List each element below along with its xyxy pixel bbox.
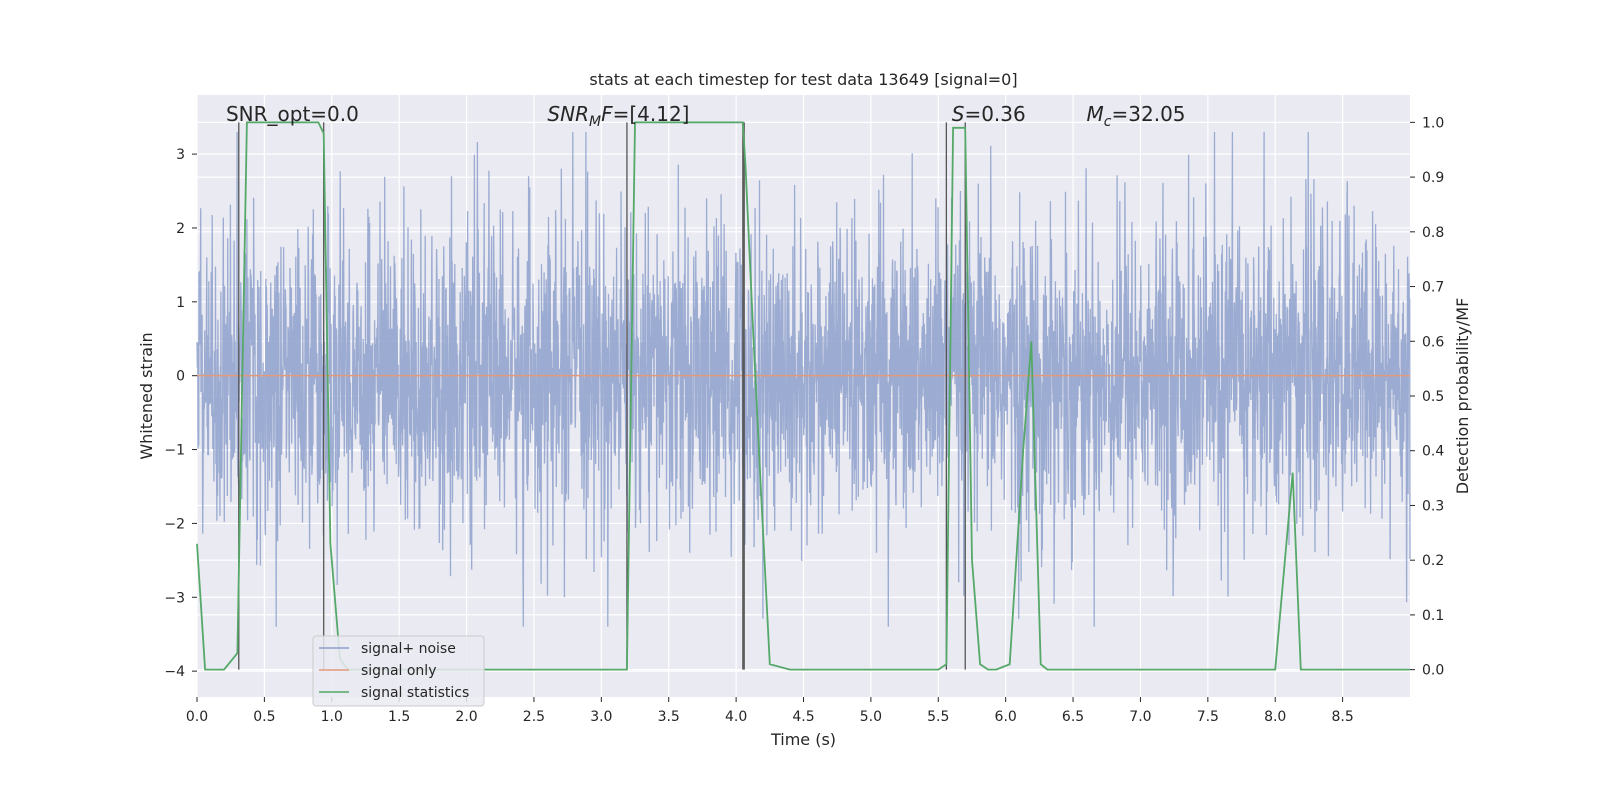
y-tick-label-right: 0.9 (1422, 170, 1444, 186)
x-tick-label: 2.5 (523, 709, 545, 725)
legend-label-signal-only: signal only (361, 663, 436, 679)
y-tick-label-right: 0.2 (1422, 553, 1444, 569)
annotation-2: S=0.36 (952, 102, 1026, 126)
x-axis-label: Time (s) (770, 730, 836, 749)
signal-statistics-line (196, 121, 1410, 671)
legend-box (312, 635, 485, 707)
y-tick-label-right: 1.0 (1422, 115, 1444, 131)
x-tick-label: 4.0 (725, 709, 747, 725)
x-tick-label: 1.0 (321, 709, 343, 725)
y-tick-label-left: 2 (176, 221, 185, 237)
x-tick-label: 4.5 (792, 709, 814, 725)
legend: signal+ noise signal only signal statist… (312, 635, 485, 707)
x-tick-label: 6.5 (1062, 709, 1084, 725)
y-axis-label-right: Detection probability/MF (1453, 298, 1472, 495)
vertical-markers (238, 122, 966, 670)
legend-label-signal-noise: signal+ noise (361, 641, 456, 657)
y-tick-label-right: 0.4 (1422, 444, 1444, 460)
y-tick-label-left: −3 (164, 590, 185, 606)
series-signal-statistics (196, 121, 1410, 671)
x-tick-label: 6.0 (995, 709, 1017, 725)
annotation-0: SNR_opt=0.0 (226, 102, 359, 126)
series-signal-noise (196, 131, 1411, 627)
x-tick-label: 5.5 (927, 709, 949, 725)
y-tick-label-right: 0.6 (1422, 334, 1444, 350)
y-tick-label-left: −1 (164, 443, 185, 459)
x-tick-label: 1.5 (388, 709, 410, 725)
y-tick-label-left: −2 (164, 516, 185, 532)
y-axis-label-left: Whitened strain (137, 332, 156, 459)
y-tick-label-left: 1 (176, 295, 185, 311)
x-tick-label: 0.0 (186, 709, 208, 725)
x-tick-label: 0.5 (253, 709, 275, 725)
x-tick-label: 3.5 (658, 709, 680, 725)
chart-title: stats at each timestep for test data 136… (589, 70, 1017, 89)
y-tick-label-right: 0.0 (1422, 663, 1444, 679)
x-tick-label: 2.0 (455, 709, 477, 725)
x-tick-label: 3.0 (590, 709, 612, 725)
y-tick-label-right: 0.5 (1422, 389, 1444, 405)
annotation-1: SNRMF=[4.12] (547, 102, 689, 130)
annotations: SNR_opt=0.0 SNRMF=[4.12] S=0.36 Mc=32.05 (226, 102, 1186, 130)
y-tick-label-left: 3 (176, 147, 185, 163)
y-tick-label-left: −4 (164, 664, 185, 680)
annotation-3: Mc=32.05 (1087, 102, 1186, 130)
y-tick-label-right: 0.7 (1422, 280, 1444, 296)
y-tick-label-right: 0.3 (1422, 498, 1444, 514)
x-tick-label: 8.0 (1264, 709, 1286, 725)
signal-noise-line (196, 131, 1411, 627)
y-tick-label-right: 0.8 (1422, 225, 1444, 241)
y-tick-label-left: 0 (176, 369, 185, 385)
x-tick-label: 5.0 (860, 709, 882, 725)
y-tick-label-right: 0.1 (1422, 608, 1444, 624)
x-tick-label: 7.5 (1197, 709, 1219, 725)
x-tick-label: 7.0 (1129, 709, 1151, 725)
legend-label-signal-statistics: signal statistics (361, 685, 469, 701)
ticks: 0.0 0.5 1.0 1.5 2.0 2.5 3.0 3.5 4.0 4.5 5.0 5.5 6.0 6… (164, 115, 1444, 725)
x-tick-label: 8.5 (1331, 709, 1353, 725)
